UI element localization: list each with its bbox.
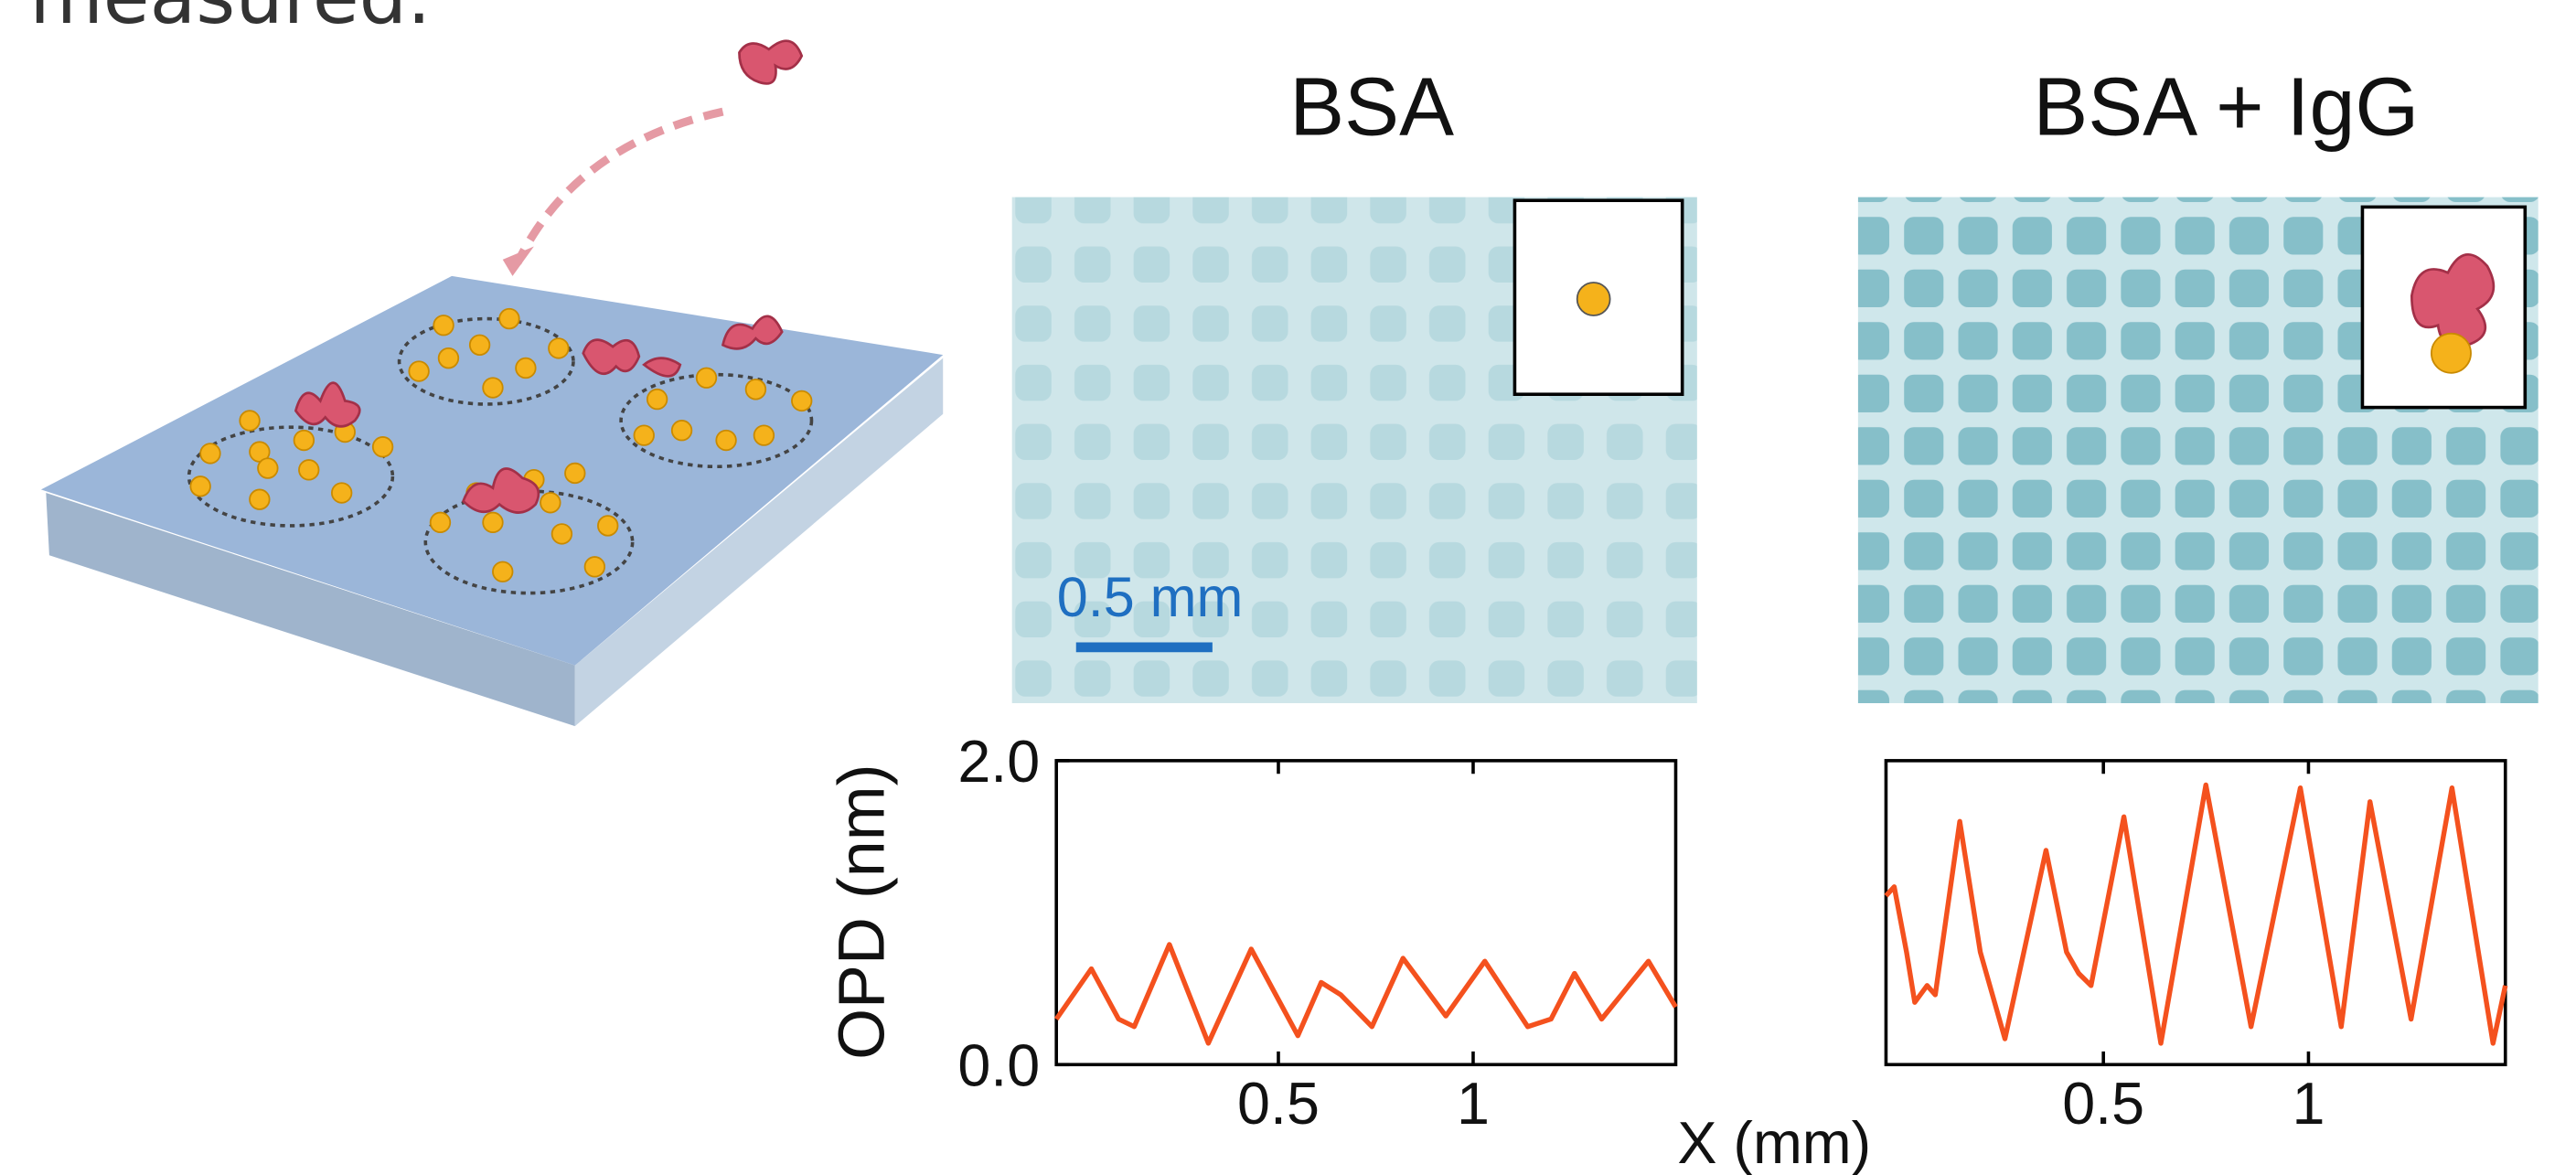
y-tick-label: 0.0 bbox=[957, 1032, 1040, 1099]
x-tick-label: 0.5 bbox=[2062, 1070, 2144, 1137]
caption-fragment: measured. bbox=[29, 0, 431, 41]
x-axis-label: X (mm) bbox=[1677, 1109, 1871, 1175]
illustration bbox=[41, 41, 943, 726]
x-tick-label: 0.5 bbox=[1237, 1070, 1320, 1137]
data-line bbox=[1056, 945, 1675, 1043]
chart-title: BSA + IgG bbox=[2033, 61, 2419, 153]
y-axis-label: OPD (nm) bbox=[826, 764, 899, 1059]
data-line bbox=[1886, 785, 2505, 1042]
x-tick-label: 1 bbox=[2292, 1070, 2325, 1137]
chart-title: BSA bbox=[1289, 61, 1454, 153]
y-tick-label: 2.0 bbox=[957, 728, 1040, 795]
micrographs: 0.5 mm bbox=[1012, 198, 2539, 703]
scale-bar-label: 0.5 mm bbox=[1057, 566, 1244, 628]
x-tick-label: 1 bbox=[1457, 1070, 1490, 1137]
figure: measured. 0.5 bbox=[0, 0, 2576, 1175]
